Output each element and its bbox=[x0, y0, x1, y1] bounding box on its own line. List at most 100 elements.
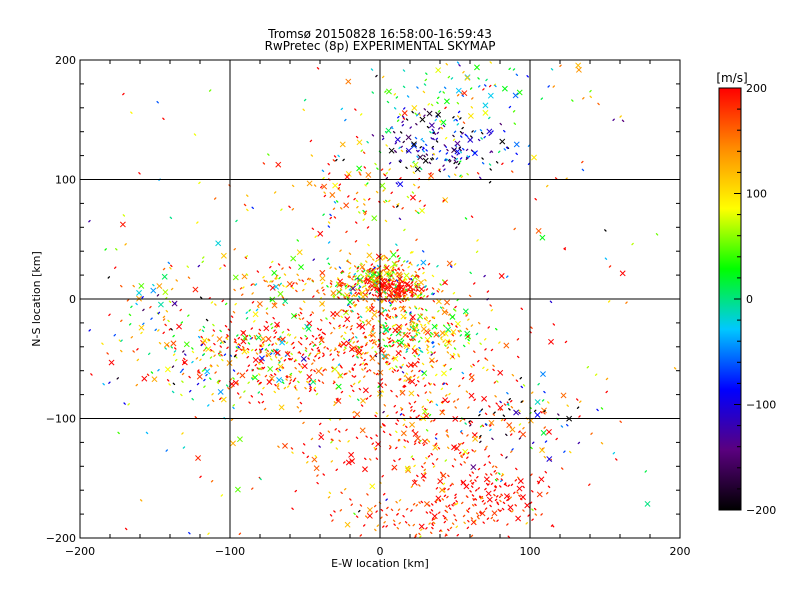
data-point-dot bbox=[278, 276, 281, 280]
data-point-dot bbox=[370, 281, 373, 284]
data-point-dot bbox=[475, 489, 478, 492]
data-point-dot bbox=[147, 352, 151, 356]
data-point-dot bbox=[443, 516, 447, 520]
data-point-dot bbox=[445, 430, 449, 433]
data-point-dot bbox=[346, 283, 349, 286]
data-point-cross bbox=[450, 329, 457, 335]
data-point-dot bbox=[395, 96, 399, 99]
data-point-dot bbox=[462, 344, 466, 348]
data-point-cross bbox=[517, 478, 524, 485]
data-point-cross bbox=[240, 329, 247, 336]
data-point-dot bbox=[419, 439, 422, 443]
data-point-cross bbox=[310, 378, 317, 385]
data-point-cross bbox=[365, 276, 372, 283]
data-point-cross bbox=[298, 264, 305, 271]
data-point-dot bbox=[250, 283, 254, 286]
data-point-dot bbox=[422, 377, 425, 380]
data-point-dot bbox=[396, 119, 400, 122]
data-point-dot bbox=[362, 269, 366, 273]
data-point-dot bbox=[334, 267, 337, 270]
data-point-dot bbox=[362, 209, 365, 213]
data-point-dot bbox=[419, 535, 422, 538]
data-point-dot bbox=[104, 248, 107, 251]
data-point-cross bbox=[432, 444, 439, 451]
data-point-dot bbox=[441, 382, 445, 385]
data-point-dot bbox=[490, 308, 494, 312]
data-point-dot bbox=[478, 176, 482, 180]
data-point-dot bbox=[245, 194, 249, 197]
data-point-dot bbox=[530, 446, 533, 450]
data-point-dot bbox=[410, 319, 414, 323]
data-point-dot bbox=[433, 517, 437, 521]
data-point-dot bbox=[414, 112, 417, 116]
data-point-dot bbox=[455, 325, 458, 328]
data-point-dot bbox=[384, 332, 387, 335]
data-point-dot bbox=[409, 164, 413, 168]
data-point-dot bbox=[454, 493, 457, 497]
data-point-dot bbox=[187, 314, 190, 317]
data-point-cross bbox=[263, 325, 270, 332]
data-point-dot bbox=[604, 257, 608, 260]
data-point-dot bbox=[384, 130, 388, 134]
data-point-dot bbox=[547, 85, 550, 88]
data-point-dot bbox=[438, 127, 441, 130]
data-point-dot bbox=[420, 313, 423, 316]
data-point-dot bbox=[423, 204, 426, 207]
data-point-dot bbox=[358, 171, 361, 174]
data-point-dot bbox=[447, 474, 450, 478]
data-point-dot bbox=[576, 406, 580, 409]
data-point-dot bbox=[403, 384, 407, 388]
data-point-cross bbox=[181, 359, 188, 366]
data-point-dot bbox=[461, 441, 465, 445]
data-point-cross bbox=[548, 338, 554, 345]
data-point-dot bbox=[388, 161, 392, 165]
data-point-dot bbox=[477, 321, 481, 325]
data-point-cross bbox=[467, 136, 474, 143]
data-point-dot bbox=[432, 292, 435, 296]
data-point-dot bbox=[403, 291, 407, 295]
data-point-dot bbox=[398, 282, 401, 286]
data-point-dot bbox=[409, 251, 413, 254]
data-point-cross bbox=[232, 379, 239, 386]
data-point-dot bbox=[266, 349, 269, 353]
data-point-cross bbox=[345, 170, 352, 177]
data-point-dot bbox=[377, 270, 381, 274]
data-point-dot bbox=[421, 362, 425, 366]
data-point-dot bbox=[436, 290, 439, 293]
data-point-dot bbox=[281, 381, 285, 384]
data-point-dot bbox=[167, 261, 171, 265]
data-point-dot bbox=[314, 343, 317, 347]
data-point-dot bbox=[351, 374, 354, 378]
data-point-dot bbox=[386, 272, 389, 276]
data-point-dot bbox=[262, 343, 265, 346]
data-point-cross bbox=[433, 331, 440, 338]
data-point-dot bbox=[242, 348, 246, 352]
data-point-dot bbox=[356, 277, 360, 281]
data-point-dot bbox=[444, 158, 447, 161]
data-point-cross bbox=[474, 64, 480, 71]
data-point-dot bbox=[197, 371, 200, 374]
data-point-dot bbox=[396, 369, 400, 372]
data-point-dot bbox=[156, 100, 159, 104]
data-point-dot bbox=[371, 258, 375, 261]
data-point-dot bbox=[233, 288, 236, 292]
data-point-dot bbox=[203, 348, 206, 352]
data-point-dot bbox=[275, 274, 279, 278]
data-point-dot bbox=[374, 528, 377, 532]
data-point-dot bbox=[399, 300, 402, 304]
data-point-dot bbox=[495, 495, 499, 498]
data-point-dot bbox=[368, 285, 371, 288]
data-point-dot bbox=[483, 338, 487, 341]
data-point-dot bbox=[397, 259, 400, 263]
data-point-dot bbox=[132, 350, 135, 353]
data-point-dot bbox=[414, 535, 417, 539]
data-point-cross bbox=[232, 274, 239, 281]
data-point-dot bbox=[403, 294, 406, 298]
data-point-dot bbox=[447, 487, 450, 491]
data-point-dot bbox=[330, 279, 333, 283]
data-point-dot bbox=[395, 411, 398, 414]
data-point-dot bbox=[413, 354, 416, 358]
data-point-dot bbox=[476, 172, 480, 175]
data-point-cross bbox=[536, 491, 543, 498]
data-point-cross bbox=[356, 139, 363, 146]
